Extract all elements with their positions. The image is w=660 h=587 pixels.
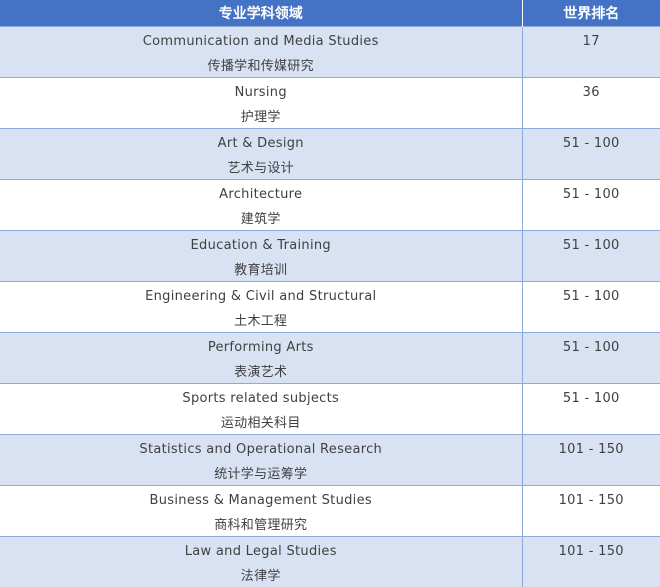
table-header: 专业学科领域 世界排名 xyxy=(0,0,660,27)
subject-english: Sports related subjects xyxy=(0,384,522,407)
subject-cell: Communication and Media Studies 传播学和传媒研究 xyxy=(0,27,522,78)
subject-chinese: 传播学和传媒研究 xyxy=(0,50,522,75)
rank-value: 51 - 100 xyxy=(523,333,660,356)
rank-value: 51 - 100 xyxy=(523,282,660,305)
subject-english: Communication and Media Studies xyxy=(0,27,522,50)
table-row: Communication and Media Studies 传播学和传媒研究… xyxy=(0,27,660,78)
rank-cell: 101 - 150 xyxy=(522,537,660,587)
subject-cell: Art & Design 艺术与设计 xyxy=(0,129,522,180)
rank-cell: 51 - 100 xyxy=(522,384,660,435)
subject-english: Nursing xyxy=(0,78,522,101)
subject-chinese: 运动相关科目 xyxy=(0,407,522,432)
subject-chinese: 法律学 xyxy=(0,560,522,585)
subject-english: Education & Training xyxy=(0,231,522,254)
rank-value: 101 - 150 xyxy=(523,537,660,560)
subject-english: Performing Arts xyxy=(0,333,522,356)
subject-chinese: 表演艺术 xyxy=(0,356,522,381)
header-rank: 世界排名 xyxy=(522,0,660,27)
rank-value: 51 - 100 xyxy=(523,129,660,152)
subject-english: Business & Management Studies xyxy=(0,486,522,509)
table-row: Statistics and Operational Research 统计学与… xyxy=(0,435,660,486)
subject-cell: Architecture 建筑学 xyxy=(0,180,522,231)
subject-chinese: 教育培训 xyxy=(0,254,522,279)
table-row: Art & Design 艺术与设计 51 - 100 xyxy=(0,129,660,180)
rank-value: 36 xyxy=(523,78,660,101)
table-row: Law and Legal Studies 法律学 101 - 150 xyxy=(0,537,660,587)
subject-chinese: 建筑学 xyxy=(0,203,522,228)
rank-cell: 51 - 100 xyxy=(522,129,660,180)
subject-chinese: 统计学与运筹学 xyxy=(0,458,522,483)
rank-cell: 51 - 100 xyxy=(522,333,660,384)
subject-cell: Education & Training 教育培训 xyxy=(0,231,522,282)
rank-value: 101 - 150 xyxy=(523,486,660,509)
subject-chinese: 商科和管理研究 xyxy=(0,509,522,534)
subject-cell: Statistics and Operational Research 统计学与… xyxy=(0,435,522,486)
subject-cell: Law and Legal Studies 法律学 xyxy=(0,537,522,587)
subject-chinese: 土木工程 xyxy=(0,305,522,330)
subject-english: Architecture xyxy=(0,180,522,203)
header-row: 专业学科领域 世界排名 xyxy=(0,0,660,27)
table-row: Nursing 护理学 36 xyxy=(0,78,660,129)
rank-value: 51 - 100 xyxy=(523,384,660,407)
table-row: Engineering & Civil and Structural 土木工程 … xyxy=(0,282,660,333)
subject-english: Law and Legal Studies xyxy=(0,537,522,560)
table-row: Education & Training 教育培训 51 - 100 xyxy=(0,231,660,282)
table-row: Business & Management Studies 商科和管理研究 10… xyxy=(0,486,660,537)
subject-cell: Sports related subjects 运动相关科目 xyxy=(0,384,522,435)
rank-cell: 51 - 100 xyxy=(522,282,660,333)
rank-value: 51 - 100 xyxy=(523,180,660,203)
rank-value: 51 - 100 xyxy=(523,231,660,254)
subject-cell: Performing Arts 表演艺术 xyxy=(0,333,522,384)
subject-cell: Nursing 护理学 xyxy=(0,78,522,129)
rank-cell: 17 xyxy=(522,27,660,78)
table-body: Communication and Media Studies 传播学和传媒研究… xyxy=(0,27,660,587)
table-row: Architecture 建筑学 51 - 100 xyxy=(0,180,660,231)
subject-chinese: 护理学 xyxy=(0,101,522,126)
rank-cell: 36 xyxy=(522,78,660,129)
subject-english: Engineering & Civil and Structural xyxy=(0,282,522,305)
subject-english: Art & Design xyxy=(0,129,522,152)
subject-cell: Engineering & Civil and Structural 土木工程 xyxy=(0,282,522,333)
table-row: Sports related subjects 运动相关科目 51 - 100 xyxy=(0,384,660,435)
table-row: Performing Arts 表演艺术 51 - 100 xyxy=(0,333,660,384)
rank-cell: 101 - 150 xyxy=(522,435,660,486)
rank-cell: 101 - 150 xyxy=(522,486,660,537)
subject-chinese: 艺术与设计 xyxy=(0,152,522,177)
rank-cell: 51 - 100 xyxy=(522,231,660,282)
rank-value: 17 xyxy=(523,27,660,50)
header-subject: 专业学科领域 xyxy=(0,0,522,27)
rank-cell: 51 - 100 xyxy=(522,180,660,231)
subject-english: Statistics and Operational Research xyxy=(0,435,522,458)
rank-value: 101 - 150 xyxy=(523,435,660,458)
subject-cell: Business & Management Studies 商科和管理研究 xyxy=(0,486,522,537)
